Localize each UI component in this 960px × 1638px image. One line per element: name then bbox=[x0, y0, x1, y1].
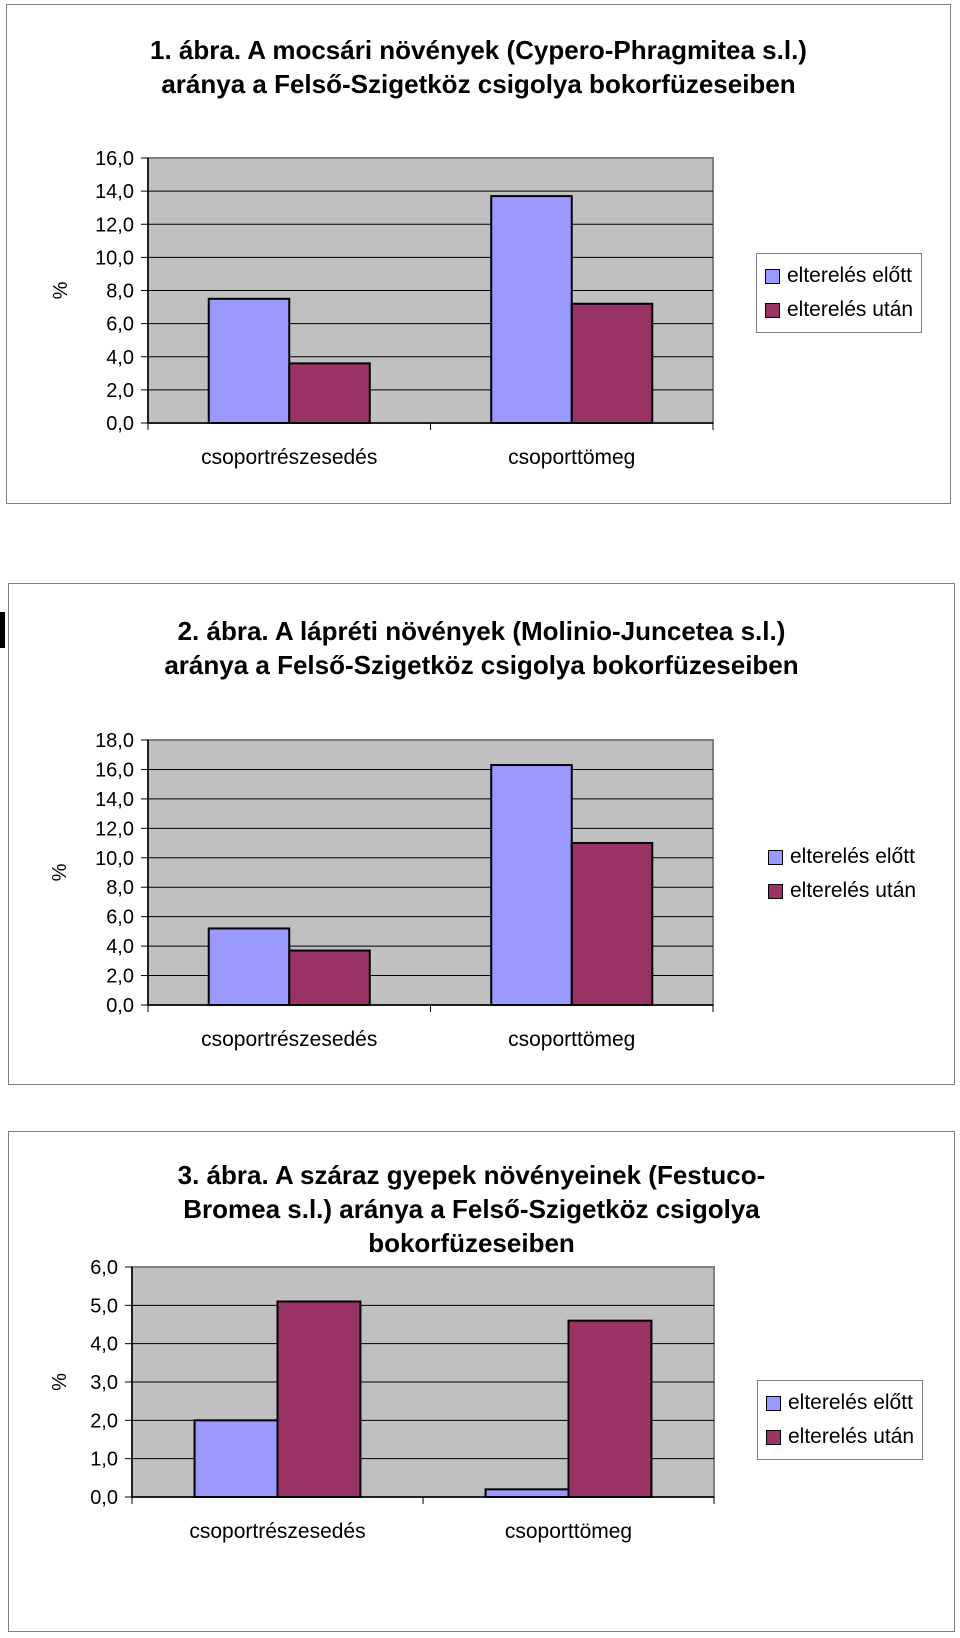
chart-3-plot: 0,0 1,0 2,0 3,0 4,0 5,0 6,0% csoportrészesedés c… bbox=[49, 1257, 715, 1543]
chart-1-title: 1. ábra. A mocsári növények (Cypero-Phra… bbox=[7, 33, 950, 101]
chart-3-title-line-3: bokorfüzeseiben bbox=[368, 1228, 575, 1258]
y-tick-label: 14,0 bbox=[95, 789, 134, 811]
bar-before bbox=[207, 927, 291, 1007]
bar-after bbox=[570, 302, 654, 424]
y-tick-label: 2,0 bbox=[106, 380, 134, 402]
chart-2-title-line-2: aránya a Felső-Szigetköz csigolya bokorf… bbox=[164, 650, 799, 680]
legend-label-after: elterelés után bbox=[788, 1425, 915, 1448]
margin-marker bbox=[0, 612, 5, 648]
y-tick-label: 2,0 bbox=[90, 1410, 118, 1432]
y-tick-label: 3,0 bbox=[90, 1372, 118, 1394]
x-category-label: csoportrészesedés bbox=[201, 446, 377, 469]
x-category-label: csoportrészesedés bbox=[189, 1520, 365, 1543]
y-tick-label: 2,0 bbox=[106, 966, 134, 988]
bar-before bbox=[484, 1488, 570, 1499]
y-tick-label: 1,0 bbox=[90, 1449, 118, 1471]
y-tick-label: 14,0 bbox=[95, 181, 134, 203]
legend-swatch-before bbox=[768, 849, 783, 865]
chart-2-legend: elterelés előtt elterelés után bbox=[759, 834, 926, 914]
bar-after bbox=[288, 362, 371, 424]
chart-1-title-line-1: 1. ábra. A mocsári növények (Cypero-Phra… bbox=[150, 35, 807, 65]
x-category-label: csoporttömeg bbox=[508, 1028, 635, 1051]
y-tick-label: 4,0 bbox=[90, 1334, 118, 1356]
y-tick-label: 12,0 bbox=[95, 214, 134, 236]
chart-3-legend: elterelés előtt elterelés után bbox=[757, 1380, 924, 1460]
y-axis-label: % bbox=[49, 863, 71, 881]
bar-after bbox=[570, 842, 654, 1006]
legend-item-before: elterelés előtt bbox=[766, 1386, 914, 1420]
bar-after bbox=[567, 1319, 653, 1498]
bar-before bbox=[207, 297, 291, 424]
x-category-label: csoportrészesedés bbox=[201, 1028, 377, 1051]
legend-swatch-before bbox=[766, 1395, 781, 1411]
chart-1-plot: 0,0 2,0 4,0 6,0 8,0 10,0 12,0 14,0 16,0% csoportr… bbox=[50, 148, 714, 469]
x-category-label: csoporttömeg bbox=[505, 1520, 632, 1543]
y-tick-label: 6,0 bbox=[106, 314, 134, 336]
legend-label-after: elterelés után bbox=[787, 298, 914, 321]
bar-before bbox=[490, 764, 573, 1006]
y-tick-label: 4,0 bbox=[106, 936, 134, 958]
y-tick-label: 0,0 bbox=[90, 1487, 118, 1509]
y-tick-label: 10,0 bbox=[95, 247, 134, 269]
bar-after bbox=[288, 949, 371, 1006]
chart-3-title-line-2: Bromea s.l.) aránya a Felső-Szigetköz cs… bbox=[183, 1194, 760, 1224]
chart-2-title-line-1: 2. ábra. A lápréti növények (Molinio-Jun… bbox=[177, 616, 786, 646]
y-tick-label: 0,0 bbox=[106, 413, 134, 435]
y-tick-label: 8,0 bbox=[106, 877, 134, 899]
y-tick-label: 0,0 bbox=[106, 995, 134, 1017]
y-axis-label: % bbox=[50, 281, 72, 299]
x-category-label: csoporttömeg bbox=[508, 446, 635, 469]
y-tick-label: 6,0 bbox=[90, 1257, 118, 1279]
chart-2-plot: 0,0 2,0 4,0 6,0 8,0 10,0 12,0 14,0 16,0 18,0% csop… bbox=[49, 730, 714, 1051]
y-tick-label: 10,0 bbox=[95, 848, 134, 870]
chart-2-title: 2. ábra. A lápréti növények (Molinio-Jun… bbox=[9, 614, 954, 682]
bar-before bbox=[490, 195, 573, 424]
legend-item-before: elterelés előtt bbox=[765, 259, 913, 293]
y-tick-label: 16,0 bbox=[95, 759, 134, 781]
legend-swatch-after bbox=[765, 302, 780, 318]
chart-1-panel: 1. ábra. A mocsári növények (Cypero-Phra… bbox=[6, 4, 951, 504]
chart-2-panel: 2. ábra. A lápréti növények (Molinio-Jun… bbox=[8, 583, 955, 1085]
chart-3-panel: 3. ábra. A száraz gyepek növényeinek (Fe… bbox=[8, 1131, 955, 1632]
legend-item-after: elterelés után bbox=[766, 1420, 914, 1454]
legend-label-before: elterelés előtt bbox=[790, 845, 915, 868]
y-tick-label: 12,0 bbox=[95, 818, 134, 840]
y-tick-label: 18,0 bbox=[95, 730, 134, 752]
y-tick-label: 4,0 bbox=[106, 347, 134, 369]
y-tick-label: 6,0 bbox=[106, 907, 134, 929]
y-axis-label: % bbox=[49, 1373, 71, 1391]
chart-3-title-line-1: 3. ábra. A száraz gyepek növényeinek (Fe… bbox=[177, 1160, 766, 1190]
y-tick-label: 5,0 bbox=[90, 1295, 118, 1317]
y-tick-label: 16,0 bbox=[95, 148, 134, 170]
legend-swatch-after bbox=[766, 1429, 781, 1445]
legend-item-after: elterelés után bbox=[768, 874, 916, 908]
bar-after bbox=[276, 1300, 362, 1498]
legend-label-after: elterelés után bbox=[790, 879, 917, 902]
chart-1-title-line-2: aránya a Felső-Szigetköz csigolya bokorf… bbox=[161, 69, 796, 99]
chart-3-title: 3. ábra. A száraz gyepek növényeinek (Fe… bbox=[0, 1158, 954, 1260]
legend-label-before: elterelés előtt bbox=[788, 1391, 913, 1414]
legend-label-before: elterelés előtt bbox=[787, 264, 912, 287]
bar-before bbox=[193, 1419, 279, 1499]
chart-1-legend: elterelés előtt elterelés után bbox=[756, 253, 923, 333]
legend-swatch-before bbox=[765, 268, 780, 284]
legend-item-before: elterelés előtt bbox=[768, 840, 916, 874]
legend-item-after: elterelés után bbox=[765, 293, 913, 327]
y-tick-label: 8,0 bbox=[106, 281, 134, 303]
legend-swatch-after bbox=[768, 883, 783, 899]
